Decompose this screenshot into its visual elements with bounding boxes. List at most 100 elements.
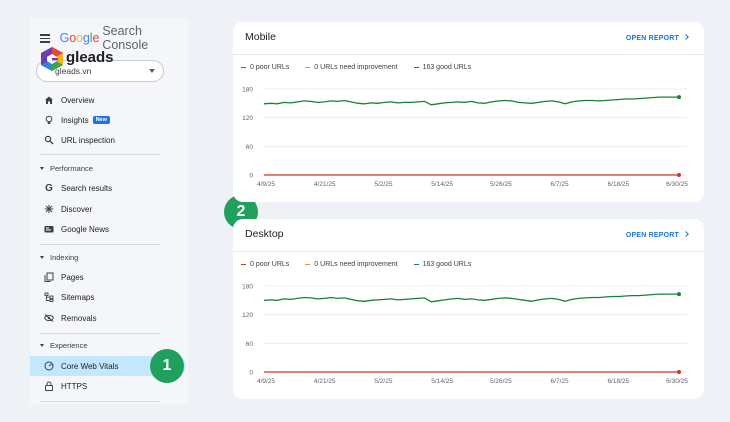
divider — [40, 154, 160, 155]
sidebar-item-label: Insights — [61, 115, 89, 125]
sidebar-item-label: Removals — [61, 313, 97, 323]
x-tick-label: 5/14/25 — [431, 181, 453, 188]
y-tick-label: 120 — [242, 312, 253, 319]
sidebar-item-label: Overview — [61, 95, 95, 105]
property-name: gleads.vn — [55, 66, 92, 76]
section-title: Indexing — [50, 252, 79, 262]
news-icon — [44, 224, 54, 234]
legend-swatch — [305, 263, 311, 266]
sidebar-item-insights[interactable]: Insights New — [30, 110, 188, 130]
gleads-logo-icon — [41, 47, 63, 71]
caret-down-icon — [149, 69, 155, 73]
sidebar-item-search-results[interactable]: G Search results — [30, 178, 188, 198]
asterisk-icon: ✳ — [44, 203, 54, 216]
sidebar-item-discover[interactable]: ✳ Discover — [30, 199, 188, 219]
google-wordmark: Google — [59, 31, 100, 45]
section-title: Performance — [50, 163, 93, 173]
series-end-point — [677, 370, 681, 374]
x-tick-label: 4/9/25 — [257, 181, 275, 188]
sidebar: Google Search Console gleads.vn gleads O… — [30, 18, 188, 404]
sidebar-item-label: HTTPS — [61, 381, 88, 391]
x-tick-label: 6/30/25 — [666, 378, 688, 385]
series-end-point — [677, 173, 681, 177]
sidebar-item-sitemaps[interactable]: Sitemaps — [30, 287, 188, 307]
legend-good: 163 good URLs — [413, 64, 471, 71]
divider — [40, 401, 160, 402]
x-tick-label: 5/2/25 — [374, 378, 392, 385]
desktop-cwv-chart: 180 120 60 0 4/9/25 4/21/25 5/2/25 5/14/25 5/26/… — [242, 284, 688, 386]
google-g-icon: G — [45, 182, 53, 194]
section-indexing[interactable]: Indexing — [30, 248, 188, 266]
section-performance[interactable]: Performance — [30, 159, 188, 177]
series-end-point — [677, 292, 681, 297]
open-report-link[interactable]: OPEN REPORT — [626, 231, 689, 239]
card-divider — [233, 54, 704, 55]
sidebar-item-label: Sitemaps — [61, 292, 95, 302]
property-selector[interactable]: gleads.vn — [36, 60, 164, 82]
card-title: Mobile — [245, 31, 276, 43]
legend-needs-improvement: 0 URLs need improvement — [305, 261, 398, 268]
x-tick-label: 4/9/25 — [257, 378, 275, 385]
x-tick-label: 4/21/25 — [314, 378, 336, 385]
x-tick-label: 6/18/25 — [607, 378, 629, 385]
sidebar-item-label: Discover — [61, 204, 93, 214]
sidebar-item-core-web-vitals[interactable]: Core Web Vitals — [30, 356, 186, 376]
legend-poor: 0 poor URLs — [241, 261, 289, 268]
x-tick-label: 6/18/25 — [607, 181, 629, 188]
card-title: Desktop — [245, 228, 284, 240]
eye-off-icon — [44, 313, 54, 323]
brand-row: Google Search Console — [40, 24, 188, 52]
gauge-icon — [44, 361, 54, 371]
open-report-link[interactable]: OPEN REPORT — [626, 34, 689, 42]
sidebar-item-url-inspection[interactable]: URL inspection — [30, 130, 188, 150]
legend-needs-improvement: 0 URLs need improvement — [305, 64, 398, 71]
legend-swatch — [241, 66, 246, 69]
section-title: Experience — [50, 340, 88, 350]
desktop-report-card: Desktop OPEN REPORT 0 poor URLs 0 URLs n… — [233, 219, 704, 399]
y-tick-label: 180 — [242, 284, 253, 291]
sidebar-item-label: URL inspection — [61, 135, 115, 145]
x-tick-label: 6/7/25 — [551, 181, 569, 188]
x-tick-label: 5/2/25 — [374, 181, 392, 188]
sidebar-item-pages[interactable]: Pages — [30, 267, 188, 287]
sidebar-item-label: Pages — [61, 272, 84, 282]
series-end-point — [677, 95, 681, 100]
caret-down-icon — [40, 255, 44, 259]
mobile-report-card: Mobile OPEN REPORT 0 poor URLs 0 URLs ne… — [233, 22, 704, 202]
series-line — [263, 96, 679, 106]
sidebar-item-https[interactable]: HTTPS — [30, 376, 188, 396]
legend-swatch — [413, 263, 419, 266]
sitemap-icon — [44, 292, 54, 302]
sidebar-item-label: Search results — [61, 183, 113, 193]
legend-poor: 0 poor URLs — [241, 64, 289, 71]
y-tick-label: 120 — [242, 115, 253, 122]
x-tick-label: 5/26/25 — [490, 378, 512, 385]
y-tick-label: 60 — [246, 341, 254, 348]
sidebar-item-removals[interactable]: Removals — [30, 308, 188, 328]
sidebar-item-label: Google News — [61, 224, 110, 234]
y-tick-label: 0 — [249, 370, 253, 377]
step-marker-1: 1 — [150, 349, 184, 383]
y-tick-label: 180 — [242, 87, 253, 94]
sidebar-item-overview[interactable]: Overview — [30, 90, 188, 110]
divider — [40, 244, 160, 245]
legend-swatch — [413, 66, 419, 69]
x-tick-label: 6/30/25 — [666, 181, 688, 188]
x-tick-label: 4/21/25 — [314, 181, 336, 188]
search-icon — [44, 135, 54, 145]
section-experience[interactable]: Experience — [30, 336, 188, 354]
caret-down-icon — [40, 166, 44, 170]
hamburger-menu-icon[interactable] — [40, 32, 52, 44]
legend-swatch — [241, 263, 246, 266]
x-tick-label: 5/26/25 — [490, 181, 512, 188]
y-tick-label: 60 — [246, 144, 254, 151]
series-line — [263, 293, 679, 303]
home-icon — [44, 95, 54, 105]
sidebar-item-google-news[interactable]: Google News — [30, 219, 188, 239]
pages-icon — [44, 272, 54, 282]
logo-text: gleads — [66, 49, 114, 66]
lock-icon — [44, 381, 54, 391]
app-title: Search Console — [102, 24, 149, 52]
lightbulb-icon — [44, 115, 54, 125]
chart-legend: 0 poor URLs 0 URLs need improvement 163 … — [241, 261, 487, 268]
